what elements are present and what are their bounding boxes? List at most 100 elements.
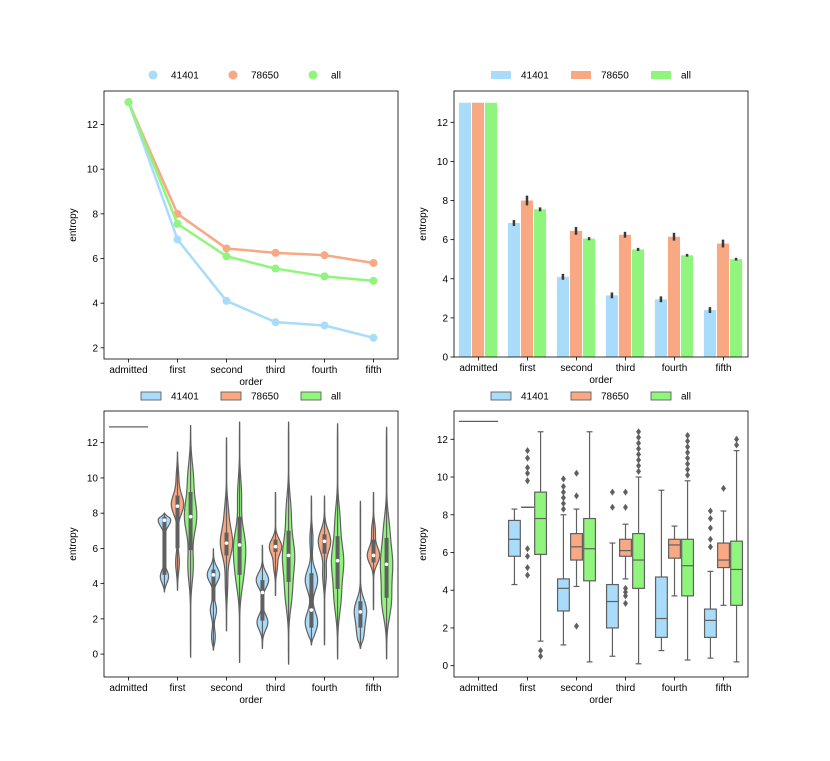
- x-tick-label: fifth: [365, 683, 381, 694]
- data-point: [222, 296, 231, 305]
- legend-item: 41401: [490, 391, 549, 403]
- outlier-point: [707, 535, 713, 543]
- legend-item: 41401: [140, 392, 199, 403]
- box: [730, 540, 744, 606]
- chart-panel-2: 0 2 4 6 8 10 12 admitted first second third fourth f…: [418, 71, 749, 386]
- legend-swatch: [571, 71, 591, 79]
- legend: 41401 78650 all: [491, 71, 691, 82]
- x-tick-label: second: [560, 683, 592, 694]
- outlier-point: [525, 469, 530, 477]
- bar: [618, 234, 632, 357]
- outlier-point: [707, 524, 713, 532]
- legend-label: all: [681, 71, 691, 82]
- series-all: [485, 102, 743, 357]
- violin-median: [309, 608, 314, 612]
- bar: [716, 243, 730, 357]
- y-tick-label: 2: [442, 313, 448, 324]
- bar: [458, 102, 471, 357]
- legend-item: all: [651, 71, 691, 82]
- y-tick-label: 8: [442, 510, 448, 521]
- legend-item: 78650: [570, 392, 629, 403]
- y-axis-label: entropy: [418, 527, 429, 560]
- bar: [632, 249, 645, 357]
- x-axis-ticks: admitted first second third fourth fifth: [459, 677, 732, 694]
- chart-panel-3: 0 2 4 6 8 10 12 admitted first second third fourth f…: [68, 392, 399, 706]
- legend-label: all: [681, 392, 691, 403]
- x-tick-label: admitted: [109, 683, 147, 694]
- legend-label: 41401: [521, 71, 549, 82]
- outlier-point: [560, 488, 566, 496]
- legend-item: 41401: [148, 70, 199, 82]
- legend-swatch: [490, 391, 512, 401]
- y-tick-label: 12: [437, 435, 449, 446]
- data-point: [173, 219, 182, 228]
- y-tick-label: 4: [92, 579, 98, 590]
- y-tick-label: 4: [92, 299, 98, 310]
- box: [605, 583, 619, 629]
- legend-label: 41401: [521, 392, 549, 403]
- outlier-point: [636, 428, 642, 436]
- violin-median: [260, 590, 265, 595]
- outlier-point: [734, 441, 740, 449]
- outlier-point: [609, 503, 615, 511]
- legend-label: 78650: [251, 392, 279, 403]
- data-point: [369, 258, 378, 267]
- outlier-point: [707, 515, 713, 523]
- x-tick-label: third: [616, 683, 635, 694]
- y-tick-label: 6: [92, 544, 98, 555]
- legend-item: all: [650, 392, 691, 403]
- outlier-point: [707, 543, 713, 551]
- legend: 41401 78650 all: [148, 70, 341, 82]
- legend-label: all: [331, 71, 341, 82]
- series-78650: [124, 98, 378, 267]
- y-tick-label: 8: [92, 509, 98, 520]
- outlier-point: [685, 449, 691, 457]
- x-tick-label: admitted: [459, 683, 497, 694]
- x-axis-ticks: admitted first second third fourth fifth: [109, 677, 382, 694]
- x-tick-label: fifth: [715, 683, 731, 694]
- violin-median: [358, 610, 363, 614]
- outlier-point: [574, 622, 579, 630]
- data-point: [271, 318, 280, 327]
- plot-frame: [103, 90, 399, 360]
- bar: [703, 310, 716, 357]
- bar: [471, 102, 485, 357]
- x-tick-label: third: [266, 365, 285, 376]
- bar: [605, 295, 618, 357]
- data-point: [222, 244, 231, 253]
- x-tick-label: third: [616, 363, 635, 374]
- y-tick-label: 10: [87, 473, 99, 484]
- legend-item: 78650: [571, 71, 629, 82]
- box: [632, 533, 646, 589]
- y-tick-label: 12: [87, 120, 99, 131]
- y-tick-label: 4: [442, 586, 448, 597]
- outlier-point: [685, 432, 691, 440]
- outlier-point: [560, 482, 566, 490]
- violin-median: [211, 573, 216, 577]
- y-tick-label: 6: [442, 235, 448, 246]
- x-axis-label: order: [239, 377, 263, 388]
- x-tick-label: first: [519, 683, 535, 694]
- outlier-point: [525, 447, 530, 455]
- series-line: [127, 101, 374, 339]
- plot-frame: [453, 410, 749, 678]
- y-axis-ticks: 2 4 6 8 10 12: [87, 120, 104, 354]
- legend-label: 41401: [171, 392, 199, 403]
- outlier-point: [574, 492, 579, 500]
- data-point: [320, 251, 329, 260]
- bar: [681, 255, 694, 357]
- legend-label: 41401: [171, 71, 199, 82]
- outlier-point: [525, 571, 530, 579]
- x-tick-label: fourth: [312, 365, 338, 376]
- y-tick-label: 0: [442, 661, 448, 672]
- plot-frame: [453, 90, 749, 358]
- outlier-point: [685, 437, 691, 445]
- series-78650: [521, 447, 730, 630]
- series-all: [534, 428, 744, 665]
- y-tick-label: 6: [92, 254, 98, 265]
- x-tick-label: fourth: [662, 683, 688, 694]
- outlier-point: [525, 564, 530, 572]
- box: [717, 542, 730, 569]
- legend-item: all: [300, 392, 341, 403]
